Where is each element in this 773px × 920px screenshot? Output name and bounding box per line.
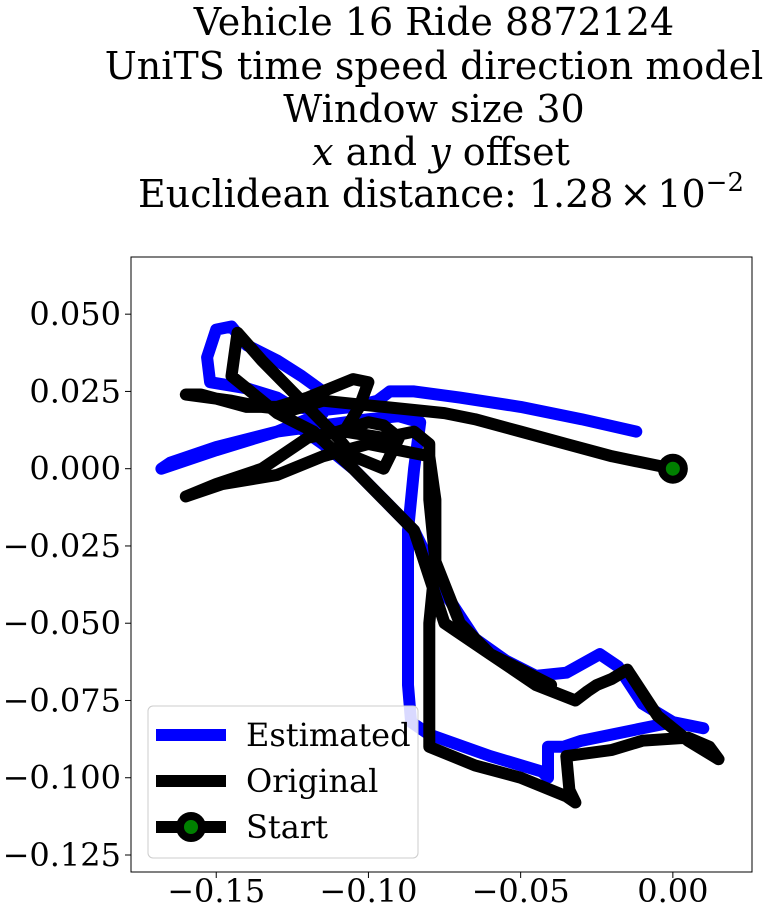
start-point-marker (657, 453, 688, 484)
series-line-estimated (155, 320, 710, 784)
y-axis: 0.050 0.025 0.000 −0.025 −0.050 −0.075 −0.100 −… (3, 295, 131, 874)
chart-title: Vehicle 16 Ride 8872124 UniTS time speed… (105, 0, 764, 216)
y-tick-label: −0.100 (3, 759, 121, 797)
title-line-3: Window size 30 (283, 87, 584, 131)
x-tick-label: −0.10 (319, 872, 417, 910)
y-tick-label: −0.075 (3, 681, 121, 719)
title-line-4: x and y offset (312, 130, 570, 174)
title-distance-mantissa: 1.28 (529, 172, 614, 216)
title-var-y: y (427, 130, 451, 174)
title-distance-prefix: Euclidean distance: (138, 172, 529, 216)
legend-start-marker (176, 812, 206, 842)
legend-original-label: Original (246, 762, 378, 800)
legend-estimated-label: Estimated (246, 716, 411, 754)
legend: Estimated Original Start (147, 705, 419, 859)
title-var-x: x (312, 130, 333, 174)
y-tick-label: 0.050 (29, 295, 121, 333)
series-line-original (179, 326, 725, 809)
legend-box (147, 705, 419, 859)
y-tick-label: −0.050 (3, 604, 121, 642)
x-tick-label: −0.15 (167, 872, 265, 910)
legend-start-label: Start (246, 808, 328, 846)
plot-series-layer (155, 320, 725, 809)
y-tick-label: −0.025 (3, 527, 121, 565)
y-tick-label: 0.025 (29, 372, 121, 410)
y-tick-label: 0.000 (29, 450, 121, 488)
x-tick-label: 0.00 (637, 872, 708, 910)
title-line-2: UniTS time speed direction model (105, 44, 764, 88)
title-distance-times: × (619, 172, 651, 216)
title-distance-base: 10 (657, 172, 705, 216)
title-word-offset: offset (451, 130, 570, 174)
x-tick-label: −0.05 (472, 872, 570, 910)
title-line-5: Euclidean distance: 1.28 × 10−2 (138, 168, 744, 216)
title-line-1: Vehicle 16 Ride 8872124 (193, 0, 674, 44)
title-distance-exponent: −2 (706, 168, 744, 198)
plot-area-frame (130, 256, 753, 873)
title-word-and: and (334, 130, 430, 174)
y-tick-label: −0.125 (3, 836, 121, 874)
x-axis: −0.15 −0.10 −0.05 0.00 (167, 872, 708, 910)
